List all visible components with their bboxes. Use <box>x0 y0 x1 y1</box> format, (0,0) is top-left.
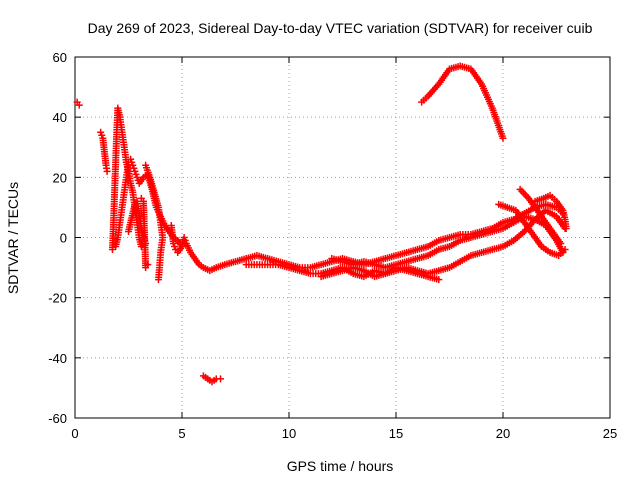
data-point <box>499 134 507 142</box>
data-series-arc-6 <box>137 194 152 272</box>
data-series-arc-3 <box>108 104 145 254</box>
y-tick-label: -20 <box>48 291 67 306</box>
grid-layer <box>75 57 610 418</box>
data-series-arc-14 <box>516 185 565 248</box>
data-point <box>217 375 225 383</box>
y-tick-label: -60 <box>48 411 67 426</box>
data-point <box>137 243 145 251</box>
data-points-layer <box>73 62 570 386</box>
data-series-arc-10 <box>317 264 443 284</box>
data-point <box>144 261 152 269</box>
y-tick-label: 40 <box>53 110 67 125</box>
tick-layer: 0 5 10 15 20 25 -60 -40 -20 0 20 40 60 <box>48 50 617 441</box>
data-point <box>562 224 570 232</box>
y-tick-label: -40 <box>48 351 67 366</box>
data-series-arc-2 <box>97 128 111 175</box>
data-series-arc-15 <box>531 191 570 232</box>
y-axis-label: SDTVAR / TECUs <box>5 182 21 294</box>
x-tick-label: 25 <box>603 426 617 441</box>
x-tick-label: 5 <box>178 426 185 441</box>
y-tick-label: 20 <box>53 170 67 185</box>
data-series-arc-12 <box>418 62 507 142</box>
y-tick-label: 0 <box>60 231 67 246</box>
x-tick-label: 15 <box>389 426 403 441</box>
data-series-arc-13 <box>495 200 569 260</box>
data-point <box>435 276 443 284</box>
x-tick-label: 0 <box>71 426 78 441</box>
data-series-arc-11 <box>328 212 567 272</box>
x-tick-label: 10 <box>282 426 296 441</box>
x-tick-label: 20 <box>496 426 510 441</box>
data-point <box>561 246 569 254</box>
x-axis-label: GPS time / hours <box>287 458 394 474</box>
data-series-arc-1 <box>73 98 83 109</box>
chart-title: Day 269 of 2023, Sidereal Day-to-day VTE… <box>88 20 593 36</box>
data-point <box>557 240 565 248</box>
data-series-arc-7 <box>142 161 167 284</box>
data-point <box>103 167 111 175</box>
data-point <box>75 101 83 109</box>
data-point <box>154 276 162 284</box>
y-tick-label: 60 <box>53 50 67 65</box>
data-series-arc-16 <box>199 372 225 386</box>
